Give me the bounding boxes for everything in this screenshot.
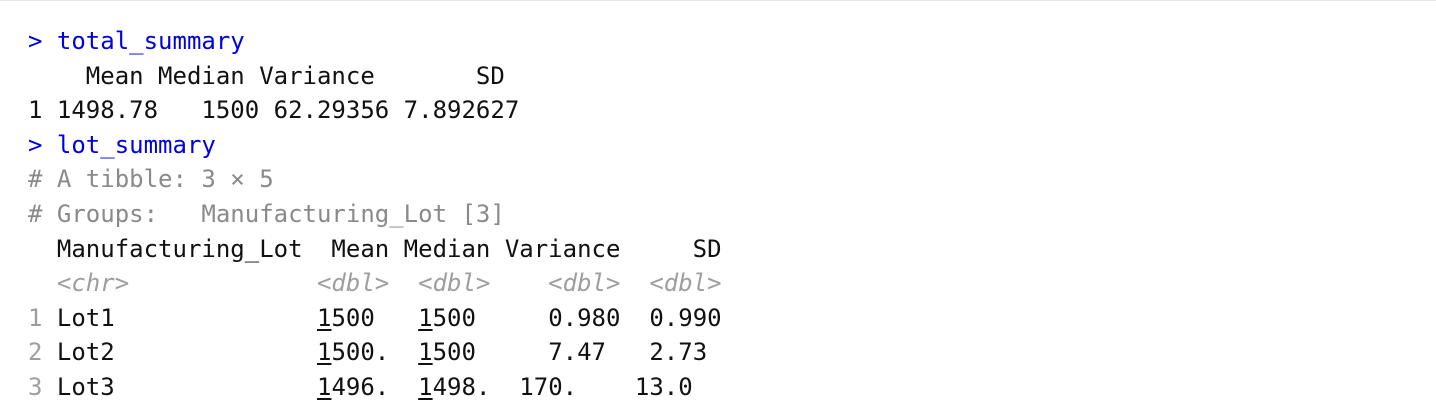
row-number: 2 xyxy=(28,338,43,367)
row-number: 3 xyxy=(28,373,43,401)
digit-marker: 1 xyxy=(317,338,332,367)
table-cell-text: Lot1 xyxy=(42,303,317,332)
console-input-line: > total_summary xyxy=(28,24,245,59)
table-cell-text: 496. xyxy=(331,373,419,401)
digit-marker: 1 xyxy=(418,303,433,332)
console-output-line: 1 1498.78 1500 62.29356 7.892627 xyxy=(28,93,519,128)
tibble-meta-line: # Groups: Manufacturing_Lot [3] xyxy=(28,197,505,232)
table-cell-text: 500 xyxy=(331,303,419,332)
console-output-line: Mean Median Variance SD xyxy=(28,59,505,94)
tibble-header-line: Manufacturing_Lot Mean Median Variance S… xyxy=(28,232,722,267)
table-cell-text: 500 0.980 0.990 xyxy=(432,303,722,332)
prompt-symbol: > xyxy=(28,130,43,159)
command-text: lot_summary xyxy=(56,130,216,159)
prompt-symbol: > xyxy=(28,27,43,55)
output-text: 1 1498.78 1500 62.29356 7.892627 xyxy=(28,96,520,125)
tibble-types-line: <chr> <dbl> <dbl> <dbl> <dbl> xyxy=(28,266,722,301)
tibble-meta-line: # A tibble: 3 × 5 xyxy=(28,162,274,197)
table-cell-text: 500. xyxy=(331,338,419,367)
console-top-border xyxy=(0,0,1436,3)
tibble-meta-text: # Groups: Manufacturing_Lot [3] xyxy=(28,200,505,228)
table-cell-text: Lot3 xyxy=(42,373,317,401)
table-row: 1 Lot1 1500 1500 0.980 0.990 xyxy=(28,301,722,336)
table-cell-text: 500 7.47 2.73 xyxy=(432,338,708,367)
table-row: 2 Lot2 1500. 1500 7.47 2.73 xyxy=(28,335,707,370)
digit-marker: 1 xyxy=(317,373,332,401)
digit-marker: 1 xyxy=(317,303,332,332)
tibble-column-types: <chr> <dbl> <dbl> <dbl> <dbl> xyxy=(28,269,722,298)
table-cell-text: 498. 170. 13.0 xyxy=(432,373,693,401)
digit-marker: 1 xyxy=(418,338,433,367)
table-row: 3 Lot3 1496. 1498. 170. 13.0 xyxy=(28,370,693,405)
digit-marker: 1 xyxy=(418,373,433,401)
tibble-meta-text: # A tibble: 3 × 5 xyxy=(28,165,274,194)
tibble-column-headers: Manufacturing_Lot Mean Median Variance S… xyxy=(28,234,722,263)
row-number: 1 xyxy=(28,303,43,332)
command-text: total_summary xyxy=(56,27,245,55)
table-cell-text: Lot2 xyxy=(42,338,317,367)
output-text: Mean Median Variance SD xyxy=(28,61,505,90)
console-input-line: > lot_summary xyxy=(28,128,216,163)
